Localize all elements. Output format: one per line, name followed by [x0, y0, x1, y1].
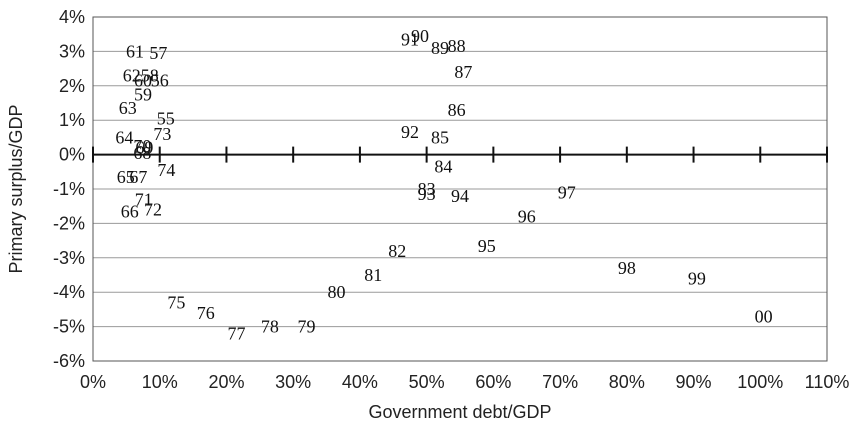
x-axis-ticks: 0% 10% 20% 30% 40% 50% 60% 70% 80% 90% 100% 110%	[80, 372, 849, 392]
data-point-label: 88	[448, 36, 466, 56]
zero-axis-layer	[92, 146, 828, 163]
data-point-label: 60	[134, 71, 152, 91]
data-point-label: 86	[448, 100, 466, 120]
data-point-label: 66	[121, 201, 139, 221]
data-point-label: 62	[123, 65, 141, 85]
y-tick-label: -5%	[53, 317, 85, 337]
data-point-label: 61	[126, 41, 144, 61]
data-point-label: 55	[157, 108, 175, 128]
y-tick-label: 3%	[59, 41, 85, 61]
y-tick-label: -3%	[53, 248, 85, 268]
data-point-label: 74	[157, 160, 175, 180]
data-point-label: 80	[328, 282, 346, 302]
data-point-label: 97	[558, 182, 576, 202]
data-point-label: 89	[431, 38, 449, 58]
data-point-label: 68	[133, 143, 151, 163]
data-point-label: 69	[135, 138, 153, 158]
x-tick-label: 40%	[342, 372, 378, 392]
data-point-label: 84	[434, 157, 452, 177]
data-point-label: 73	[153, 124, 171, 144]
data-point-label: 72	[144, 200, 162, 220]
data-point-label: 59	[134, 84, 152, 104]
x-tick-label: 0%	[80, 372, 106, 392]
plot-frame	[92, 16, 828, 362]
y-tick-label: 4%	[59, 7, 85, 27]
y-tick-label: -6%	[53, 351, 85, 371]
data-point-label: 58	[141, 65, 159, 85]
data-point-label: 99	[688, 268, 706, 288]
data-point-label: 94	[451, 186, 469, 206]
data-point-label: 79	[298, 317, 316, 337]
y-tick-label: -1%	[53, 179, 85, 199]
data-point-label: 87	[454, 62, 472, 82]
data-point-label: 75	[167, 293, 185, 313]
data-point-label: 77	[227, 323, 245, 343]
y-tick-label: 2%	[59, 76, 85, 96]
data-point-label: 93	[418, 184, 436, 204]
x-tick-label: 50%	[409, 372, 445, 392]
y-tick-label: 0%	[59, 145, 85, 165]
data-point-label: 92	[401, 122, 419, 142]
y-tick-label: -2%	[53, 213, 85, 233]
y-tick-label: -4%	[53, 282, 85, 302]
data-point-label: 00	[755, 306, 773, 326]
x-axis-title: Government debt/GDP	[368, 402, 551, 422]
data-point-label: 85	[431, 127, 449, 147]
x-tick-label: 70%	[542, 372, 578, 392]
x-tick-label: 10%	[142, 372, 178, 392]
x-tick-label: 90%	[676, 372, 712, 392]
x-tick-label: 30%	[275, 372, 311, 392]
y-axis-ticks: 4% 3% 2% 1% 0% -1% -2% -3% -4% -5% -6%	[53, 7, 85, 371]
data-point-label: 64	[115, 127, 133, 147]
data-point-label: 90	[411, 26, 429, 46]
data-point-label: 57	[149, 43, 167, 63]
data-point-label: 98	[618, 258, 636, 278]
data-point-label: 67	[129, 167, 147, 187]
data-point-label: 96	[518, 207, 536, 227]
x-tick-label: 60%	[475, 372, 511, 392]
data-point-label: 83	[418, 179, 436, 199]
y-axis-title: Primary surplus/GDP	[6, 104, 26, 273]
x-tick-label: 20%	[208, 372, 244, 392]
data-point-label: 78	[261, 317, 279, 337]
data-point-label: 71	[135, 189, 153, 209]
x-tick-label: 100%	[737, 372, 783, 392]
data-point-label: 81	[364, 265, 382, 285]
y-tick-label: 1%	[59, 110, 85, 130]
data-point-label: 56	[151, 71, 169, 91]
data-point-label: 76	[197, 303, 215, 323]
x-tick-label: 110%	[805, 372, 850, 392]
data-point-label: 91	[401, 29, 419, 49]
x-tick-label: 80%	[609, 372, 645, 392]
data-point-label: 95	[478, 236, 496, 256]
data-point-label: 65	[117, 167, 135, 187]
data-point-label: 70	[133, 136, 151, 156]
data-point-label: 63	[119, 98, 137, 118]
data-point-label: 82	[388, 241, 406, 261]
